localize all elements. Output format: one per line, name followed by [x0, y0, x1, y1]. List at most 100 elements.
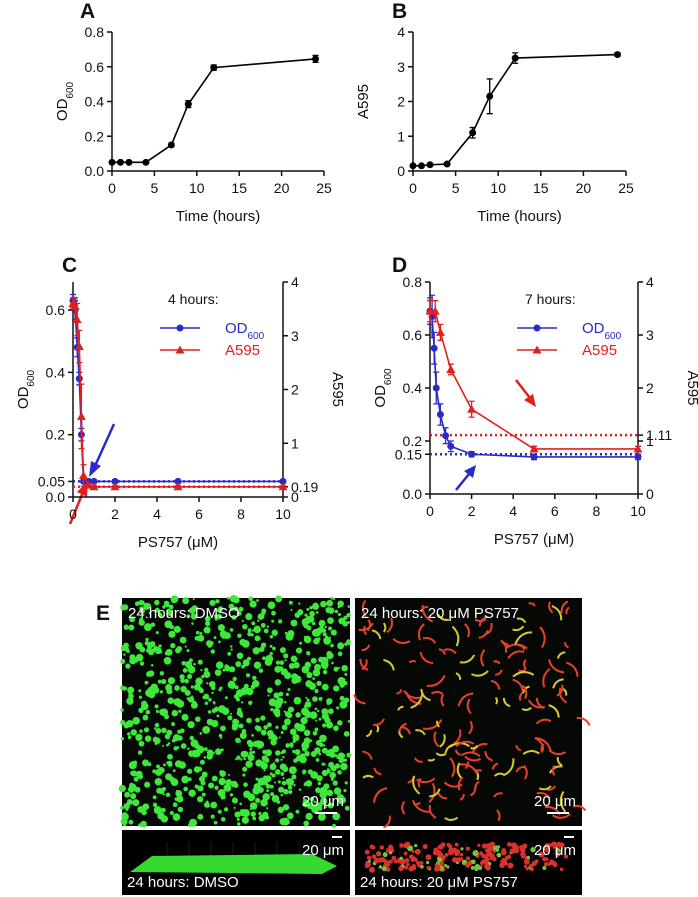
biofilm-cluster	[288, 600, 293, 605]
cell	[366, 855, 372, 861]
biofilm-cluster	[187, 674, 193, 680]
bacterium	[542, 668, 551, 688]
biofilm-cluster	[129, 660, 133, 664]
biofilm-cluster	[157, 812, 165, 820]
biofilm-cluster	[306, 698, 310, 702]
biofilm-cluster	[286, 812, 294, 820]
x-tick-label: 8	[593, 503, 601, 519]
biofilm-cluster	[270, 734, 277, 741]
biofilm-cluster	[269, 652, 273, 656]
bacterium	[366, 619, 371, 632]
biofilm-cluster	[137, 774, 144, 780]
biofilm-cluster	[314, 707, 318, 711]
cell	[542, 856, 547, 862]
biofilm-cluster	[260, 622, 266, 628]
biofilm-cluster	[120, 658, 126, 664]
biofilm-cluster	[159, 708, 166, 716]
bacterium	[576, 717, 591, 726]
bacterium	[539, 626, 546, 649]
x-tick-label: 6	[551, 503, 559, 519]
y-tick-label: 0.6	[85, 59, 105, 75]
biofilm-cluster	[277, 780, 281, 784]
biofilm-cluster	[206, 640, 213, 647]
biofilm-cluster	[252, 675, 257, 681]
biofilm-cluster	[343, 615, 348, 620]
biofilm-cluster	[285, 632, 294, 641]
biofilm-cluster	[206, 682, 209, 685]
bacterium	[366, 729, 373, 738]
x-tick-label: 2	[468, 503, 476, 519]
biofilm-cluster	[123, 722, 130, 729]
bacterium	[435, 752, 447, 757]
biofilm-cluster	[303, 820, 310, 827]
biofilm-cluster	[321, 683, 329, 691]
bacterium	[372, 718, 385, 726]
biofilm-cluster	[144, 680, 149, 685]
biofilm-cluster	[204, 615, 211, 622]
biofilm-cluster	[186, 614, 191, 619]
biofilm-cluster	[246, 690, 249, 694]
biofilm-cluster	[282, 804, 290, 811]
biofilm-cluster	[288, 789, 293, 795]
bacterium	[572, 804, 587, 812]
cell	[442, 855, 446, 859]
biofilm-cluster	[223, 783, 232, 792]
biofilm-cluster	[228, 666, 236, 673]
biofilm-cluster	[270, 792, 275, 797]
bacterium	[464, 623, 470, 638]
biofilm-cluster	[209, 599, 216, 606]
cell	[493, 845, 499, 852]
biofilm-cluster	[251, 621, 256, 626]
y-axis-label: A595	[355, 84, 372, 119]
biofilm-cluster	[133, 776, 139, 782]
y-tick-label: 1	[397, 128, 405, 144]
biofilm-cluster	[236, 755, 241, 760]
biofilm-cluster	[257, 746, 260, 750]
biofilm-cluster	[180, 678, 185, 683]
biofilm-cluster	[303, 635, 312, 644]
bacterium	[459, 794, 465, 801]
biofilm-cluster	[191, 695, 194, 698]
y-tick-label: 0.0	[46, 489, 66, 505]
bacterium	[464, 755, 481, 762]
marker	[532, 345, 542, 354]
biofilm-cluster	[284, 671, 292, 680]
biofilm-cluster	[295, 614, 299, 617]
cell	[519, 847, 526, 853]
y2-tick-label: 4	[646, 274, 654, 290]
bacterium	[417, 777, 422, 788]
biofilm-cluster	[321, 628, 327, 633]
biofilm-cluster	[141, 809, 147, 816]
bacterium	[559, 791, 567, 813]
biofilm-cluster	[255, 717, 260, 723]
biofilm-cluster	[312, 677, 315, 680]
biofilm-cluster	[187, 696, 195, 703]
y-tick-label: 0.8	[403, 274, 423, 290]
biofilm-cluster	[253, 783, 261, 791]
y-tick-label: 0.05	[38, 473, 65, 489]
x-axis-label: PS757 (μM)	[494, 531, 574, 548]
biofilm-cluster	[180, 743, 187, 749]
biofilm-cluster	[239, 732, 247, 740]
cell	[437, 850, 442, 854]
biofilm-cluster	[337, 613, 341, 617]
legend-label-main: A595	[582, 342, 617, 359]
cell	[379, 845, 385, 850]
biofilm-cluster	[274, 665, 282, 673]
biofilm-cluster	[206, 718, 214, 726]
biofilm-cluster	[194, 743, 200, 750]
bacterium	[383, 659, 395, 671]
bacterium	[486, 622, 493, 635]
biofilm-cluster	[344, 805, 350, 811]
biofilm-cluster	[180, 685, 187, 693]
biofilm-cluster	[120, 806, 124, 810]
cell	[492, 849, 496, 854]
biofilm-cluster	[125, 663, 131, 669]
biofilm-cluster	[188, 823, 192, 827]
biofilm-cluster	[271, 773, 276, 778]
biofilm-cluster	[284, 631, 288, 635]
y-axis-label-main: A595	[355, 84, 372, 119]
biofilm-cluster	[322, 669, 328, 675]
cell	[563, 854, 569, 859]
biofilm-cluster	[236, 817, 240, 821]
